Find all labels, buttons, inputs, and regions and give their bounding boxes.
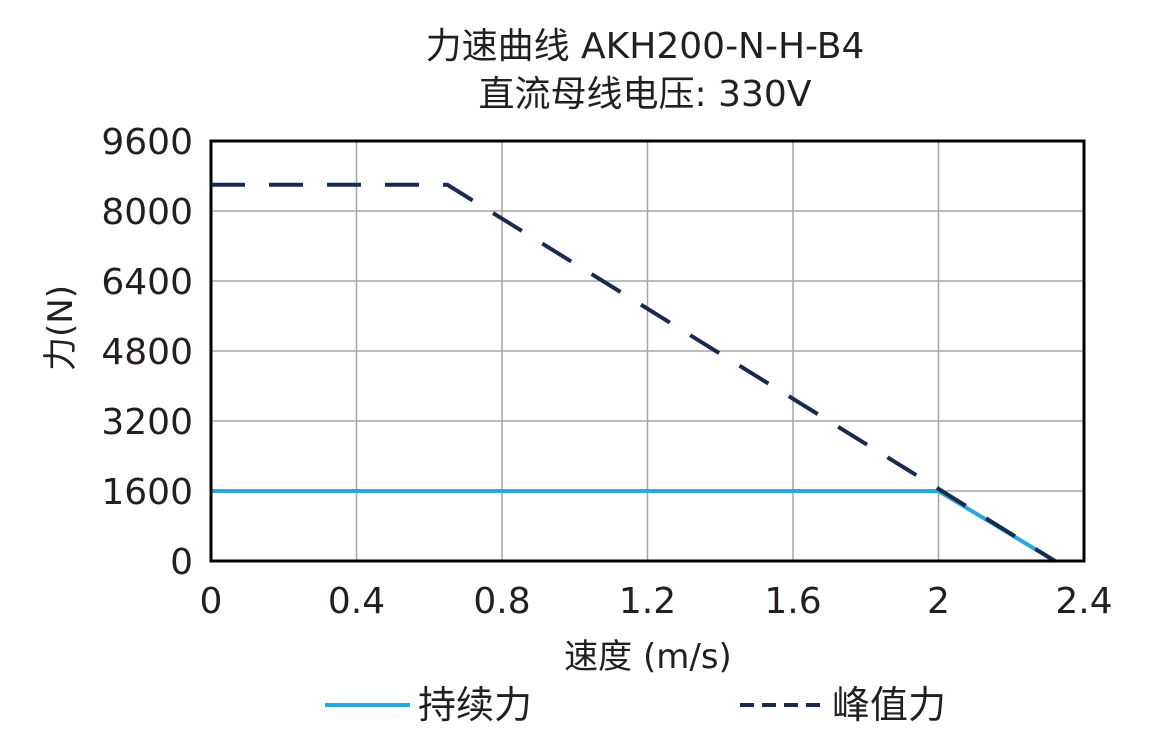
y-tick-label: 0 (170, 542, 193, 583)
y-tick-label: 9600 (101, 122, 193, 163)
x-axis-label: 速度 (m/s) (564, 637, 732, 677)
series-lines (211, 182, 1056, 563)
y-tick-label: 4800 (101, 332, 193, 373)
x-tick-label: 2.4 (1055, 581, 1112, 622)
legend-label-peak: 峰值力 (832, 683, 946, 727)
x-tick-labels: 0 0.4 0.8 1.2 1.6 2 2.4 (200, 581, 1113, 622)
legend-label-continuous: 持续力 (418, 683, 532, 727)
y-tick-label: 3200 (101, 402, 193, 443)
y-tick-label: 1600 (101, 472, 193, 513)
x-tick-label: 2 (927, 581, 950, 622)
y-tick-label: 8000 (101, 192, 193, 233)
y-axis-label: 力(N) (41, 285, 81, 371)
plot-frame (209, 139, 1086, 563)
x-tick-label: 1.2 (619, 581, 676, 622)
x-tick-label: 0 (200, 581, 223, 622)
x-tick-label: 1.6 (764, 581, 821, 622)
chart-subtitle: 直流母线电压: 330V (479, 74, 812, 115)
legend: 持续力 峰值力 (325, 683, 946, 727)
x-tick-label: 0.8 (473, 581, 530, 622)
y-tick-label: 6400 (101, 262, 193, 303)
x-tick-label: 0.4 (328, 581, 385, 622)
series-line-continuous (211, 489, 1056, 563)
chart-title: 力速曲线 AKH200-N-H-B4 (426, 26, 865, 67)
y-tick-labels: 0 1600 3200 4800 6400 8000 9600 (101, 122, 193, 583)
series-line-peak (211, 182, 1056, 563)
